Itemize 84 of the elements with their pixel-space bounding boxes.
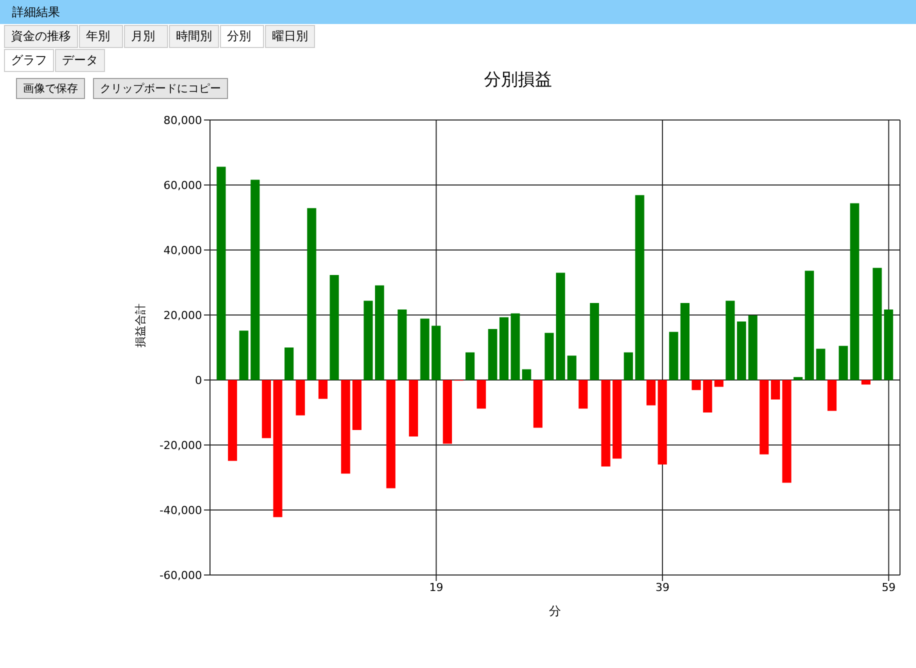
bar	[760, 380, 769, 454]
bar	[692, 380, 701, 390]
y-tick-label: -20,000	[160, 438, 202, 452]
bar	[578, 380, 588, 409]
text: 年別	[79, 25, 123, 48]
bar	[736, 322, 746, 380]
bar	[488, 328, 498, 380]
bar	[398, 309, 407, 380]
text: 資金の推移	[4, 25, 78, 48]
bar	[296, 380, 305, 416]
x-tick-label: 39	[655, 580, 670, 594]
x-tick-label: 59	[882, 580, 896, 594]
bar	[861, 380, 870, 385]
x-axis-title: 分	[549, 604, 561, 618]
bar	[680, 302, 690, 380]
bar	[420, 318, 430, 380]
bar	[669, 332, 678, 380]
bar	[770, 380, 780, 400]
bar	[612, 380, 622, 459]
bar	[794, 377, 803, 380]
y-tick-label: 60,000	[164, 178, 202, 192]
bar	[872, 268, 882, 380]
bar	[228, 380, 238, 461]
bar	[556, 272, 566, 380]
bar	[544, 332, 554, 380]
bar	[804, 270, 814, 380]
bar	[364, 300, 373, 380]
bar	[726, 300, 735, 380]
bar	[352, 380, 362, 430]
bar	[884, 309, 894, 380]
text: 分別	[220, 25, 264, 48]
bar	[386, 380, 396, 488]
text: 画像で保存	[16, 78, 85, 99]
text: グラフ	[4, 49, 54, 72]
y-tick-label: 20,000	[164, 308, 202, 322]
text: クリップボードにコピー	[93, 78, 228, 99]
bar	[250, 180, 260, 380]
bar	[658, 380, 667, 464]
bar	[703, 380, 712, 412]
bar	[838, 346, 848, 380]
bar	[476, 380, 486, 409]
bar	[827, 380, 837, 411]
text: データ	[55, 49, 105, 72]
bar	[408, 380, 418, 437]
y-tick-label: 0	[195, 374, 202, 387]
bar	[510, 313, 520, 380]
y-tick-label: -40,000	[160, 504, 202, 517]
y-tick-label: -60,000	[160, 568, 202, 582]
bar	[601, 380, 610, 466]
bar	[432, 326, 441, 380]
bar	[318, 380, 328, 399]
bar	[442, 380, 452, 444]
bar	[273, 380, 282, 518]
bar	[646, 380, 656, 406]
bar	[567, 356, 576, 380]
text: 詳細結果	[0, 0, 916, 24]
bar	[748, 315, 758, 380]
bar	[216, 166, 226, 380]
bar	[499, 317, 509, 380]
bar	[624, 352, 633, 380]
x-tick-label: 19	[429, 580, 444, 594]
y-axis-title: 損益合計	[134, 304, 147, 348]
bar	[466, 352, 475, 380]
bar	[307, 208, 316, 380]
bar	[341, 380, 350, 474]
bar	[816, 348, 826, 380]
bar	[375, 285, 384, 380]
text: 月別	[124, 25, 168, 48]
text: 曜日別	[265, 25, 315, 48]
text: 時間別	[169, 25, 219, 48]
bar	[262, 380, 271, 438]
y-tick-label: 40,000	[164, 244, 202, 257]
chart-title: 分別損益	[484, 70, 552, 90]
bar	[330, 275, 339, 380]
bar	[239, 330, 248, 380]
bar	[635, 195, 644, 380]
bar	[782, 380, 792, 483]
bar	[533, 380, 542, 428]
bar	[522, 369, 532, 380]
bar	[850, 203, 860, 380]
bar	[284, 348, 294, 380]
y-tick-label: 80,000	[164, 114, 202, 127]
bar	[590, 302, 600, 380]
bar	[714, 380, 724, 387]
